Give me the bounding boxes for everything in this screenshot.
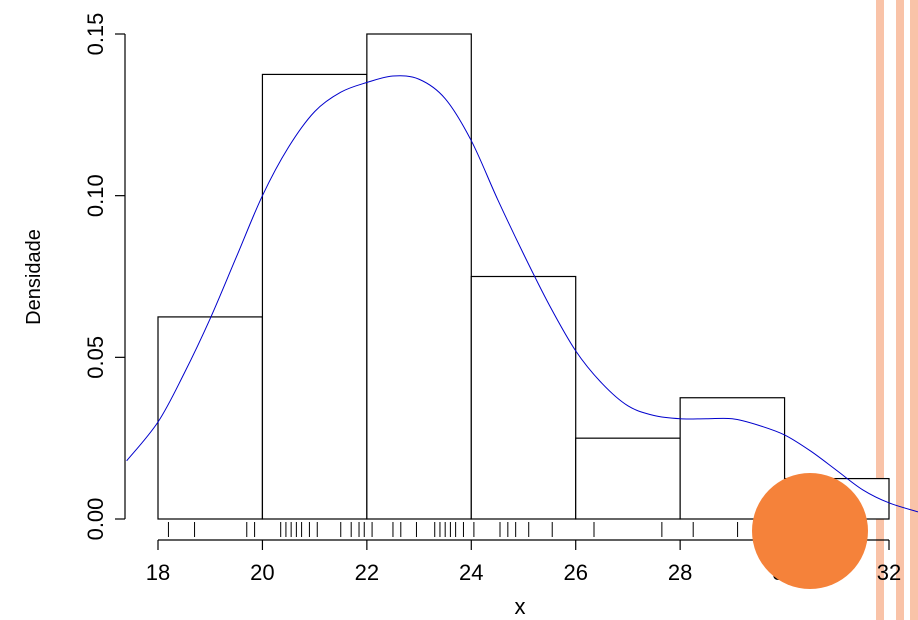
x-tick-label: 24: [459, 560, 483, 585]
x-tick-label: 32: [877, 560, 901, 585]
density-curve: [126, 75, 918, 513]
histogram-bar: [157, 316, 264, 520]
x-tick-label: 28: [668, 560, 692, 585]
x-tick-label: 22: [355, 560, 379, 585]
x-tick-label: 26: [563, 560, 587, 585]
y-tick-label: 0.00: [83, 498, 108, 541]
y-axis-label: Densidade: [23, 229, 45, 325]
decorative-stripe: [910, 0, 918, 620]
histogram-bar: [575, 437, 681, 520]
y-tick-label: 0.10: [83, 174, 108, 217]
histogram-bar: [261, 73, 368, 520]
x-axis-label: x: [515, 594, 526, 619]
y-tick-label: 0.15: [83, 13, 108, 56]
x-tick-label: 18: [146, 560, 170, 585]
decorative-stripe: [896, 0, 904, 620]
decorative-stripe: [876, 0, 884, 620]
y-tick-label: 0.05: [83, 336, 108, 379]
histogram-bar: [366, 33, 472, 520]
decorative-orange-dot: [752, 473, 868, 589]
x-tick-label: 20: [250, 560, 274, 585]
histogram-bar: [470, 275, 577, 520]
